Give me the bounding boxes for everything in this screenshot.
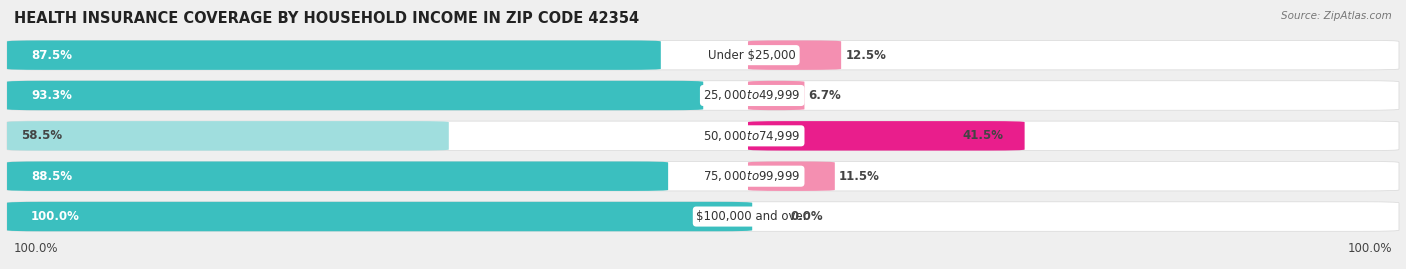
FancyBboxPatch shape: [7, 81, 1399, 110]
Text: Under $25,000: Under $25,000: [709, 49, 796, 62]
Text: 88.5%: 88.5%: [31, 170, 72, 183]
Text: $25,000 to $49,999: $25,000 to $49,999: [703, 89, 801, 102]
Text: 100.0%: 100.0%: [31, 210, 80, 223]
FancyBboxPatch shape: [748, 161, 835, 191]
FancyBboxPatch shape: [7, 202, 1399, 231]
FancyBboxPatch shape: [748, 81, 804, 110]
FancyBboxPatch shape: [7, 202, 752, 231]
Text: 58.5%: 58.5%: [21, 129, 62, 142]
Text: 87.5%: 87.5%: [31, 49, 72, 62]
Text: 100.0%: 100.0%: [14, 242, 59, 255]
Text: 93.3%: 93.3%: [31, 89, 72, 102]
Text: $100,000 and over: $100,000 and over: [696, 210, 808, 223]
Text: $75,000 to $99,999: $75,000 to $99,999: [703, 169, 801, 183]
Text: 6.7%: 6.7%: [808, 89, 841, 102]
FancyBboxPatch shape: [7, 161, 668, 191]
Text: 100.0%: 100.0%: [1347, 242, 1392, 255]
Text: 11.5%: 11.5%: [839, 170, 880, 183]
FancyBboxPatch shape: [7, 121, 1399, 151]
FancyBboxPatch shape: [7, 40, 661, 70]
Text: 41.5%: 41.5%: [963, 129, 1004, 142]
FancyBboxPatch shape: [748, 40, 841, 70]
FancyBboxPatch shape: [7, 161, 1399, 191]
FancyBboxPatch shape: [748, 121, 1025, 151]
Text: 12.5%: 12.5%: [845, 49, 886, 62]
FancyBboxPatch shape: [7, 81, 703, 110]
FancyBboxPatch shape: [7, 40, 1399, 70]
Text: $50,000 to $74,999: $50,000 to $74,999: [703, 129, 801, 143]
Text: 0.0%: 0.0%: [790, 210, 823, 223]
FancyBboxPatch shape: [7, 121, 449, 151]
Text: HEALTH INSURANCE COVERAGE BY HOUSEHOLD INCOME IN ZIP CODE 42354: HEALTH INSURANCE COVERAGE BY HOUSEHOLD I…: [14, 11, 640, 26]
Text: Source: ZipAtlas.com: Source: ZipAtlas.com: [1281, 11, 1392, 21]
